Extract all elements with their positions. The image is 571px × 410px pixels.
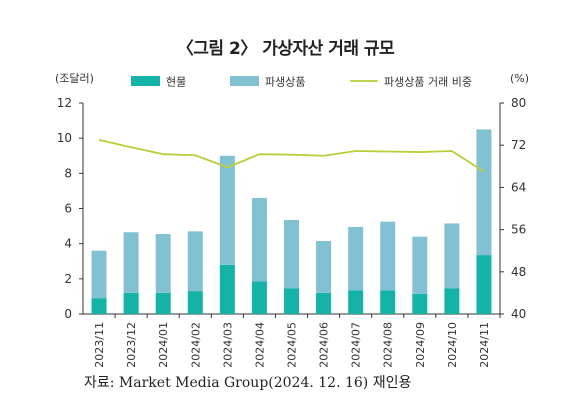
tick-labels: 0 2 4 6 8 10 12 40 48 56 64 72 80 (조달러) (%) 2023/11 2023… xyxy=(55,72,529,368)
bar-spot xyxy=(476,255,492,314)
bar-spot xyxy=(187,291,203,314)
right-tick-label: 80 xyxy=(511,96,526,110)
x-tick-label: 2024/10 xyxy=(446,322,459,368)
right-tick-label: 72 xyxy=(511,138,526,152)
bar-derivatives xyxy=(155,233,171,293)
bar-derivatives xyxy=(444,223,460,289)
right-axis-unit: (%) xyxy=(510,72,529,85)
bar-derivatives xyxy=(187,231,203,292)
legend-swatch-derivatives xyxy=(230,76,259,86)
bar-derivatives xyxy=(348,226,364,291)
legend: 현물 파생상품 파생상품 거래 비중 xyxy=(131,76,472,89)
x-tick-label: 2023/12 xyxy=(125,322,138,368)
bar-spot xyxy=(284,288,299,314)
bar-derivatives xyxy=(412,236,428,294)
line-series xyxy=(98,139,485,173)
x-tick-label: 2024/05 xyxy=(286,322,299,368)
bar-spot xyxy=(348,290,364,314)
left-tick-label: 6 xyxy=(64,202,72,216)
legend-label-spot: 현물 xyxy=(166,76,186,89)
bar-spot xyxy=(412,293,428,314)
x-tick-label: 2024/07 xyxy=(350,322,363,368)
x-tick-label: 2024/11 xyxy=(478,322,491,368)
x-tick-label: 2024/02 xyxy=(189,322,202,368)
bar-derivatives xyxy=(219,155,235,265)
left-tick-label: 12 xyxy=(57,96,72,110)
left-tick-label: 4 xyxy=(64,237,72,251)
bar-derivatives xyxy=(123,232,139,293)
bar-derivatives xyxy=(284,219,299,289)
legend-swatch-spot xyxy=(131,76,160,86)
chart-title: 〈그림 2〉 가상자산 거래 규모 xyxy=(176,39,395,59)
bar-derivatives xyxy=(380,221,396,291)
left-tick-label: 2 xyxy=(64,272,72,286)
bar-spot xyxy=(91,298,107,314)
left-tick-label: 8 xyxy=(64,166,72,180)
x-tick-label: 2024/06 xyxy=(318,322,331,368)
derivatives-share-line xyxy=(98,139,485,173)
legend-label-derivatives: 파생상품 xyxy=(265,76,305,89)
x-tick-label: 2024/08 xyxy=(382,322,395,368)
bar-spot xyxy=(123,292,139,314)
bar-spot xyxy=(155,292,171,314)
x-tick-label: 2024/01 xyxy=(157,322,170,368)
legend-label-share: 파생상품 거래 비중 xyxy=(384,76,472,89)
bar-derivatives xyxy=(91,250,107,299)
right-tick-label: 48 xyxy=(511,265,526,279)
x-tick-label: 2024/09 xyxy=(414,322,427,368)
right-tick-label: 56 xyxy=(511,223,526,237)
bar-spot xyxy=(316,292,332,314)
left-tick-label: 0 xyxy=(64,307,72,321)
right-tick-label: 40 xyxy=(511,307,526,321)
left-axis-unit: (조달러) xyxy=(55,72,94,85)
bar-derivatives xyxy=(316,241,332,293)
bars xyxy=(91,129,492,314)
left-tick-label: 10 xyxy=(57,131,72,145)
x-tick-label: 2023/11 xyxy=(93,322,106,368)
bar-spot xyxy=(219,264,235,314)
bar-spot xyxy=(380,290,396,314)
right-tick-label: 64 xyxy=(511,180,526,194)
x-tick-label: 2024/04 xyxy=(253,322,266,368)
bar-spot xyxy=(444,288,460,314)
bar-spot xyxy=(251,281,267,314)
bar-derivatives xyxy=(251,197,267,282)
x-tick-label: 2024/03 xyxy=(221,322,234,368)
source-note: 자료: Market Media Group(2024. 12. 16) 재인용 xyxy=(84,375,412,391)
bar-derivatives xyxy=(476,129,492,256)
